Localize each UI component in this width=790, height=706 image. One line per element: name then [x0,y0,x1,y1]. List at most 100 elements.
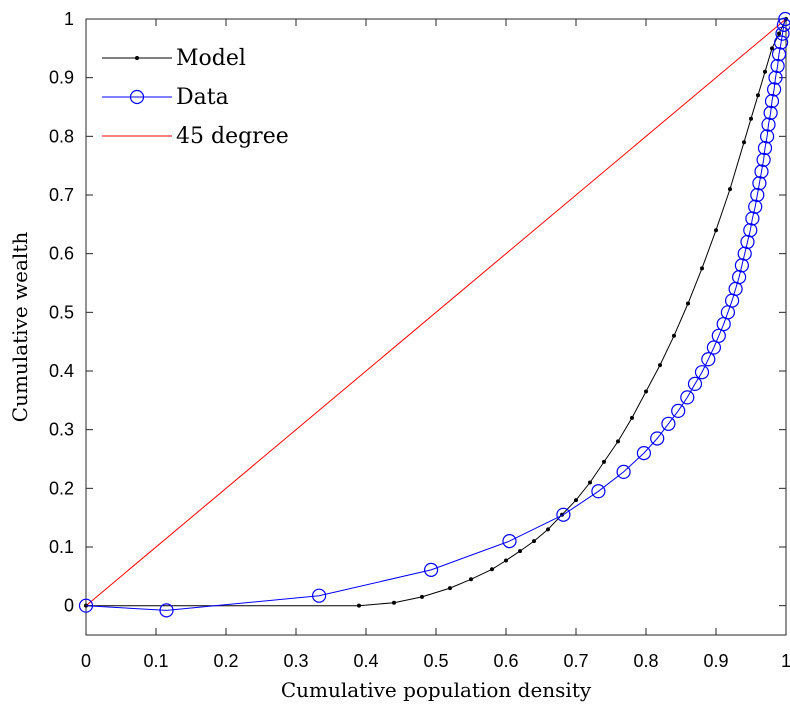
data-point-model [728,187,732,192]
data-point-data [701,352,716,367]
x-tick-label: 0.9 [703,651,728,671]
y-tick-label: 0 [64,596,74,616]
data-point-data [650,431,665,446]
data-point-data [671,403,686,418]
data-point-data [78,598,94,613]
x-tick-label: 0 [81,651,91,671]
data-point-model [742,140,746,145]
plot-frame [85,18,787,636]
data-point-data [556,507,571,522]
series-data [78,11,790,618]
data-point-model [357,603,361,608]
x-tick-label: 0.7 [563,651,588,671]
data-point-data [761,117,776,132]
data-point-data [770,58,785,74]
series-layer [78,11,790,618]
y-tick-label: 0.9 [49,68,74,88]
data-point-model [658,363,662,368]
data-point-data [743,223,758,238]
legend-label-45-degree: 45 degree [176,124,289,149]
data-point-data [616,464,631,480]
data-point-data [759,129,775,144]
y-tick-label: 0.1 [49,537,74,557]
data-point-model [469,577,473,582]
x-tick-label: 0.3 [283,651,308,671]
data-point-data [775,26,790,41]
data-point-model [630,415,634,420]
data-point-data [661,416,676,431]
x-tick-label: 0.4 [353,651,378,671]
legend-marker-data [129,89,145,105]
data-point-data [756,152,771,167]
data-point-model [770,46,774,51]
data-point-data [706,340,722,355]
data-point-model [532,539,536,544]
data-point-data [502,534,517,549]
legend-label-data: Data [176,85,229,110]
axes: 0 0.1 0.2 0.3 0.4 0.5 0.6 0.7 0.8 0.9 1 0 0.1 0.2 0.3 0… [49,9,790,671]
y-tick-label: 0.2 [49,478,74,498]
x-axis-label: Cumulative population density [281,678,592,702]
data-point-model [546,527,550,532]
y-tick-label: 0.5 [49,302,74,322]
data-point-model [700,266,704,271]
legend-item-45-degree: 45 degree [102,124,289,149]
legend-item-model: Model [102,46,246,71]
data-point-model [448,586,452,591]
data-point-data [636,446,652,461]
data-point-model [84,603,88,608]
data-point-model [392,600,396,605]
legend-item-data: Data [102,85,229,110]
data-point-data [752,176,767,191]
data-point-data [591,484,606,499]
data-point-data [748,199,763,214]
series-45-degree [85,18,787,607]
data-point-model [749,116,753,121]
data-point-data [754,164,769,179]
data-point-data [750,187,765,203]
data-point-data [771,47,787,62]
data-point-data [159,603,174,618]
y-tick-label: 0.8 [49,126,74,146]
data-point-model [420,594,424,599]
data-point-data [711,328,726,343]
data-point-model [777,31,781,36]
data-point-model [672,333,676,338]
data-point-data [766,82,782,97]
data-point-model [490,567,494,572]
x-tick-label: 0.8 [633,651,658,671]
data-point-data [312,588,327,603]
x-tick-label: 0.5 [423,651,448,671]
data-point-data [768,70,783,85]
data-point-data [757,140,773,156]
x-tick-label: 1 [781,651,790,671]
data-point-model [756,93,760,98]
x-tick-label: 0.6 [493,651,518,671]
data-point-model [574,498,578,503]
data-point-model [602,459,606,464]
data-point-model [763,69,767,74]
x-tick-label: 0.1 [143,651,168,671]
legend: Model Data 45 degree [102,46,289,149]
data-point-data [687,376,703,392]
data-point-data [694,365,710,380]
x-tick-label: 0.2 [213,651,238,671]
y-tick-label: 0.6 [49,244,74,264]
data-point-model [686,301,690,306]
y-tick-label: 0.4 [49,361,74,381]
y-axis-label: Cumulative wealth [8,232,32,423]
data-point-data [778,11,790,27]
series-model [84,17,788,608]
data-point-model [714,228,718,233]
y-tick-label: 0.7 [49,185,74,205]
data-point-model [518,549,522,554]
series-line-45-degree [85,18,787,607]
data-point-data [776,17,790,32]
data-point-data [764,94,780,109]
data-point-data [763,105,778,120]
data-point-model [588,480,592,485]
legend-marker-model [135,56,139,60]
data-point-data [773,35,789,50]
y-tick-label: 0.3 [49,420,74,440]
